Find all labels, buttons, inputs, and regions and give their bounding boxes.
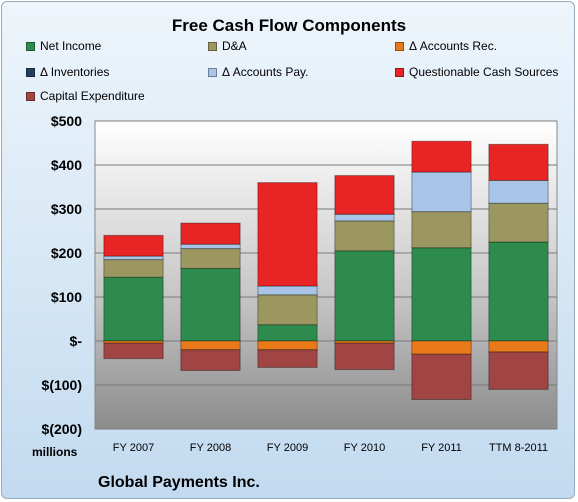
bar-segment (103, 259, 164, 278)
legend-label: Δ Accounts Rec. (409, 39, 498, 53)
legend-swatch (26, 91, 35, 101)
legend-swatch (395, 41, 404, 51)
legend-swatch (395, 67, 404, 77)
chart-title: Free Cash Flow Components (171, 16, 407, 35)
bar-segment (257, 324, 318, 342)
legend-swatch (208, 41, 217, 51)
bar-segment (257, 285, 318, 296)
bar-segment (180, 248, 241, 269)
legend-swatch (26, 41, 35, 51)
bar-segment (411, 140, 472, 173)
x-tick-label: FY 2008 (190, 442, 231, 454)
bar-segment (411, 340, 472, 355)
legend-label: Δ Inventories (40, 65, 110, 79)
y-tick-label: $(100) (42, 377, 82, 393)
legend-item: Δ Inventories (26, 65, 109, 79)
legend-label: Questionable Cash Sources (409, 65, 559, 79)
bar-segment (411, 171, 472, 213)
bar-segment (334, 220, 395, 252)
y-tick-label: $200 (51, 245, 82, 261)
legend-label: Δ Accounts Pay. (222, 65, 309, 79)
bar-segment (180, 349, 241, 371)
y-tick-label: $400 (51, 157, 82, 173)
legend-label: Net Income (40, 39, 102, 53)
bar-segment (488, 202, 549, 243)
legend-item: Capital Expenditure (26, 89, 145, 103)
legend-swatch (26, 67, 35, 77)
legend-item: Questionable Cash Sources (395, 65, 558, 79)
x-tick-label: TTM 8-2011 (489, 442, 548, 454)
bar-segment (411, 211, 472, 249)
bar-segment (180, 222, 241, 245)
legend-item: Δ Accounts Pay. (208, 65, 309, 79)
bar-segment (257, 340, 318, 351)
x-tick-label: FY 2010 (344, 442, 385, 454)
bar-segment (257, 294, 318, 326)
x-tick-label: FY 2011 (421, 442, 462, 454)
y-tick-label: $(200) (42, 421, 82, 437)
y-tick-label: $100 (51, 289, 82, 305)
legend-item: Δ Accounts Rec. (395, 39, 497, 53)
legend-item: D&A (208, 39, 247, 53)
y-axis-unit-label: millions (32, 445, 78, 459)
bar-segment (103, 255, 164, 261)
bar-segment (257, 182, 318, 287)
legend-item: Net Income (26, 39, 101, 53)
x-tick-label: FY 2009 (267, 442, 308, 454)
bar-segment (488, 179, 549, 204)
bar-segment (103, 342, 164, 360)
y-tick-label: $- (70, 333, 83, 349)
bar-segment (488, 241, 549, 342)
bar-segment (411, 353, 472, 401)
legend-label: Capital Expenditure (40, 89, 145, 103)
bar-segment (257, 349, 318, 368)
legend-label: D&A (222, 39, 247, 53)
bar-segment (103, 276, 164, 342)
y-tick-label: $500 (51, 113, 82, 129)
bar-segment (488, 351, 549, 390)
bar-segment (180, 267, 241, 342)
bar-segment (334, 342, 395, 371)
bar-segment (488, 340, 549, 353)
bar-segment (180, 340, 241, 351)
x-tick-label: FY 2007 (113, 442, 154, 454)
company-name: Global Payments Inc. (98, 474, 260, 491)
plot-area (94, 120, 558, 430)
bar-segment (488, 143, 549, 181)
bar-segment (411, 247, 472, 342)
bar-segment (334, 175, 395, 215)
bar-segment (103, 234, 164, 257)
bar-segment (180, 243, 241, 250)
bar-segment (334, 250, 395, 342)
y-tick-label: $300 (51, 201, 82, 217)
bar-segment (334, 213, 395, 222)
legend-swatch (208, 67, 217, 77)
